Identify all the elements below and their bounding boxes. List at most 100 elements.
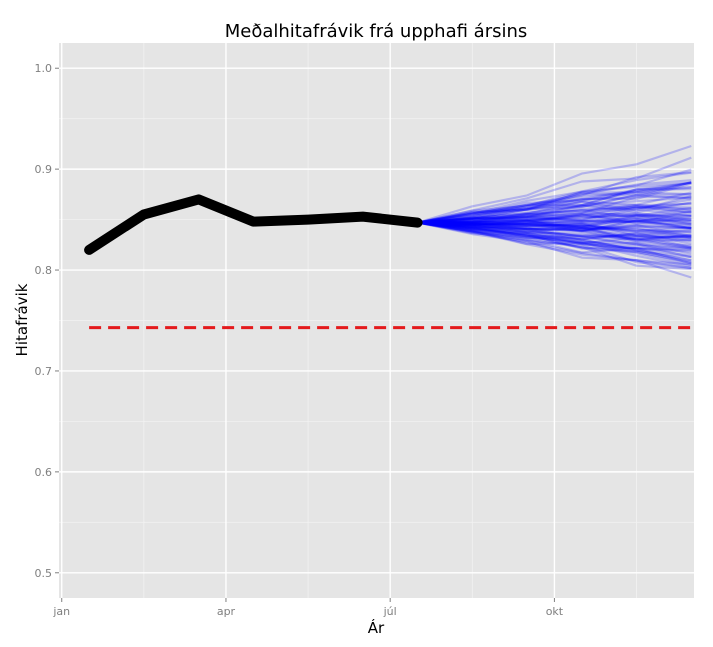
- simulation-line: [417, 171, 692, 224]
- simulation-line: [417, 218, 692, 228]
- simulation-line: [417, 221, 692, 243]
- simulation-line: [417, 221, 692, 241]
- simulation-line: [417, 219, 692, 233]
- simulation-line: [417, 188, 692, 224]
- y-tick-label: 0.7: [35, 365, 53, 378]
- simulation-line: [417, 217, 692, 226]
- simulation-line: [417, 221, 692, 234]
- simulation-line: [417, 206, 692, 224]
- simulation-line: [417, 201, 692, 224]
- simulation-line: [417, 202, 692, 224]
- simulation-line: [417, 221, 692, 255]
- simulation-line: [417, 214, 692, 224]
- simulation-line: [417, 211, 692, 225]
- simulation-line: [417, 221, 692, 249]
- x-axis: jan apr júl okt: [52, 598, 564, 618]
- simulation-line: [417, 221, 692, 270]
- simulation-line: [417, 221, 692, 240]
- y-tick-label: 0.9: [35, 163, 53, 176]
- simulation-line: [417, 221, 692, 241]
- simulation-line: [417, 215, 692, 230]
- simulation-line: [417, 203, 692, 224]
- simulation-line: [417, 221, 692, 264]
- simulation-line: [417, 221, 692, 242]
- simulation-line: [417, 213, 692, 225]
- simulation-line: [417, 196, 692, 224]
- simulation-line: [417, 221, 692, 245]
- simulation-line: [417, 221, 692, 237]
- simulation-line: [417, 221, 692, 265]
- simulation-line: [417, 181, 692, 224]
- simulation-line: [417, 195, 692, 224]
- simulation-line: [417, 221, 692, 253]
- simulation-line: [417, 194, 692, 224]
- simulation-line: [417, 181, 692, 224]
- simulation-line: [417, 221, 692, 238]
- x-tick-label: jan: [52, 605, 70, 618]
- simulation-line: [417, 221, 692, 252]
- simulation-line: [417, 221, 692, 249]
- simulation-line: [417, 205, 692, 224]
- simulation-line: [417, 208, 692, 224]
- simulation-line: [417, 156, 692, 224]
- simulation-line: [417, 205, 692, 224]
- simulation-line: [417, 219, 692, 226]
- simulation-line: [417, 205, 692, 224]
- simulation-line: [417, 221, 692, 264]
- simulation-line: [417, 214, 692, 225]
- simulation-line: [417, 221, 692, 268]
- simulation-line: [417, 168, 692, 224]
- simulation-line: [417, 221, 692, 270]
- observed-line: [84, 194, 423, 255]
- y-axis: 0.5 0.6 0.7 0.8 0.9 1.0: [35, 62, 59, 580]
- simulation-line: [417, 221, 692, 266]
- simulation-line: [417, 221, 692, 239]
- x-axis-title: Ár: [368, 618, 385, 637]
- simulation-line: [417, 198, 692, 224]
- simulation-line: [417, 221, 692, 238]
- simulation-line: [417, 221, 692, 239]
- x-tick-label: apr: [217, 605, 236, 618]
- simulation-line: [417, 221, 692, 238]
- simulation-line: [417, 221, 692, 266]
- simulation-line: [417, 221, 692, 247]
- simulation-line: [417, 221, 692, 249]
- simulation-line: [417, 221, 692, 271]
- simulation-line: [417, 181, 692, 224]
- simulation-line: [417, 206, 692, 224]
- simulation-line: [417, 181, 692, 224]
- simulation-line: [417, 195, 692, 224]
- x-tick-label: júl: [383, 605, 397, 618]
- simulation-line: [417, 144, 692, 224]
- x-tick-label: okt: [546, 605, 564, 618]
- simulation-line: [417, 221, 692, 250]
- y-axis-title: Hitafrávik: [13, 283, 31, 356]
- simulation-line: [417, 191, 692, 224]
- simulation-line: [417, 221, 692, 236]
- simulation-line: [417, 219, 692, 230]
- simulation-line: [417, 213, 692, 225]
- simulation-line: [417, 186, 692, 224]
- grid-major: [59, 43, 694, 598]
- simulation-line: [417, 182, 692, 224]
- grid-minor: [59, 43, 694, 598]
- simulation-line: [417, 191, 692, 224]
- simulation-line: [417, 210, 692, 224]
- simulation-line: [417, 221, 692, 259]
- simulation-line: [417, 203, 692, 224]
- simulation-line: [417, 217, 692, 230]
- simulation-line: [417, 171, 692, 224]
- simulation-line: [417, 221, 692, 243]
- simulation-line: [417, 221, 692, 262]
- simulation-line: [417, 179, 692, 224]
- simulation-line: [417, 221, 692, 230]
- simulation-line: [417, 193, 692, 224]
- y-tick-label: 0.5: [35, 567, 53, 580]
- simulation-line: [417, 221, 692, 234]
- simulation-line: [417, 218, 692, 227]
- chart-title: Meðalhitafrávik frá upphafi ársins: [225, 21, 528, 42]
- simulation-line: [417, 221, 692, 233]
- simulation-line: [417, 214, 692, 224]
- simulation-line: [417, 214, 692, 228]
